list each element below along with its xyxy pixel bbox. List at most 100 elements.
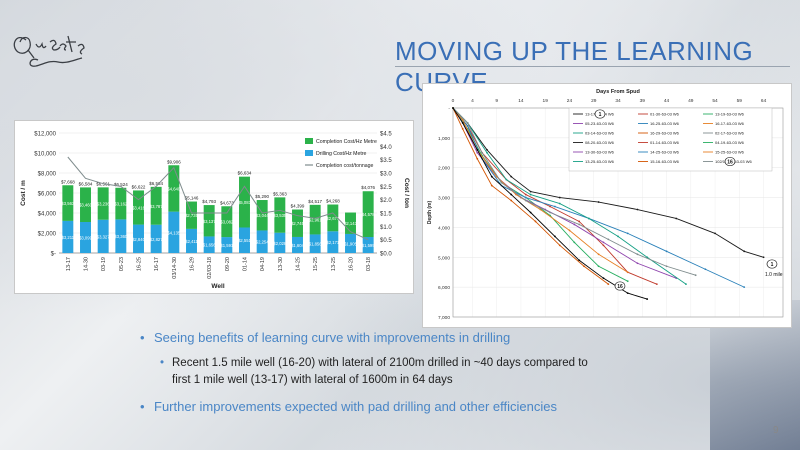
legend-label: 04-19-63-03 W6 — [715, 140, 745, 145]
x-tick-label: 16-29 — [190, 257, 196, 271]
x-tick-label: 13-30 — [278, 257, 284, 271]
series-line — [452, 107, 687, 285]
y-right-tick-label: $1.5 — [380, 212, 392, 218]
legend-label: 01-14-63-03 W6 — [650, 140, 680, 145]
completion-data-label: $4,578 — [362, 212, 375, 217]
y-tick-label: $- — [51, 252, 56, 258]
completion-bar — [362, 191, 374, 238]
series-point — [665, 250, 668, 253]
drilling-bar — [115, 219, 127, 253]
drilling-bar — [62, 220, 74, 253]
y-tick-label: 6,000 — [438, 285, 450, 291]
bullet-item: • Seeing benefits of learning curve with … — [140, 330, 760, 345]
legend-label: 13-25-63-03 W6 — [585, 159, 615, 164]
completion-data-label: $3,162 — [114, 202, 127, 207]
series-point — [636, 208, 639, 211]
series-point — [558, 196, 561, 199]
series-point — [602, 241, 605, 244]
series-point — [510, 175, 513, 178]
y-right-tick-label: $3.0 — [380, 172, 392, 178]
series-point — [510, 199, 513, 202]
bullet-dot: • — [160, 357, 165, 369]
title-divider — [395, 66, 790, 67]
drilling-data-label: $3,099 — [79, 236, 92, 241]
total-data-label: $6,524 — [114, 182, 128, 187]
legend-label: 15-25-63-03 W6 — [715, 150, 745, 155]
series-point — [607, 238, 610, 241]
series-point — [558, 202, 561, 205]
series-point — [524, 193, 527, 196]
completion-data-label: $3,137 — [203, 219, 216, 224]
series-point — [685, 283, 687, 286]
series-point — [558, 244, 561, 247]
series-point — [714, 232, 716, 235]
drilling-data-label: $2,171 — [326, 240, 339, 245]
series-point — [597, 253, 600, 256]
x-tick-label: 09-20 — [225, 257, 231, 271]
drilling-bar — [362, 237, 374, 253]
series-point — [466, 125, 469, 127]
y-right-tick-label: $1.0 — [380, 225, 392, 231]
y-right-tick-label: $4.0 — [380, 145, 392, 151]
completion-bar — [221, 206, 233, 238]
drilling-bar — [133, 224, 144, 253]
total-data-label: $6,584 — [79, 181, 93, 186]
drilling-data-label: $1,856 — [309, 242, 322, 247]
drilling-data-label: $2,254 — [256, 240, 269, 245]
bullet-list: • Seeing benefits of learning curve with … — [140, 330, 760, 414]
x-tick-label: 13-17 — [66, 257, 72, 271]
legend-label: 15-16-63-03 W6 — [650, 159, 680, 164]
y-right-tick-label: $2.5 — [380, 185, 392, 191]
x-tick-label: 44 — [664, 98, 670, 104]
x-tick-label: 15-25 — [313, 257, 319, 271]
x-tick-label: 02/03-18 — [207, 257, 213, 279]
series-point — [626, 292, 629, 295]
series-point — [665, 265, 668, 268]
drilling-data-label: $3,211 — [62, 235, 75, 240]
bullet-dot: • — [140, 399, 145, 414]
completion-data-label: $3,563 — [61, 201, 74, 206]
series-point — [549, 211, 551, 214]
completion-bar — [292, 209, 303, 237]
completion-data-label: $2,745 — [291, 221, 304, 226]
series-point — [743, 286, 746, 289]
x-tick-label: 54 — [712, 98, 718, 104]
total-data-label: $9,906 — [167, 159, 181, 164]
drilling-bar — [239, 227, 250, 253]
x-tick-label: 64 — [761, 98, 767, 104]
series-point — [626, 280, 629, 283]
completion-data-label: $3,787 — [150, 204, 163, 209]
completion-bar — [133, 190, 144, 225]
completion-bar — [345, 212, 356, 234]
series-line — [452, 107, 677, 279]
series-point — [505, 178, 508, 181]
series-point — [510, 193, 513, 196]
completion-data-label: $3,416 — [132, 206, 145, 211]
company-logo — [13, 35, 85, 67]
bullet-dot: • — [140, 330, 145, 345]
series-point — [704, 268, 707, 271]
series-point — [539, 208, 542, 211]
total-data-label: $6,564 — [149, 181, 163, 186]
series-point — [743, 250, 746, 253]
series-point — [655, 283, 658, 286]
legend-label: 14-25-63-03 W6 — [650, 150, 680, 155]
series-point — [524, 199, 527, 202]
completion-bar — [168, 165, 180, 212]
completion-data-label: $3,535 — [273, 213, 286, 218]
x-tick-label: 24 — [567, 98, 573, 104]
completion-data-label: $5,083 — [238, 200, 251, 205]
x-tick-label: 14 — [518, 98, 524, 104]
series-line — [452, 107, 764, 258]
series-point — [490, 175, 493, 178]
sub-bullet-item: • Recent 1.5 mile well (16-20) with later… — [140, 355, 760, 389]
legend-label: 16-17-63-03 W6 — [715, 121, 745, 126]
drilling-data-label: $2,827 — [150, 237, 163, 242]
series-point — [675, 217, 678, 220]
x-tick-label: 29 — [591, 98, 597, 104]
series-point — [476, 151, 479, 154]
series-point — [626, 232, 629, 235]
completion-bar — [186, 201, 197, 229]
completion-bar — [150, 186, 162, 225]
cost-bar-chart-svg: $- $2,000 $4,000 $6,000 $8,000 $10,000 $12,000… — [20, 132, 410, 291]
